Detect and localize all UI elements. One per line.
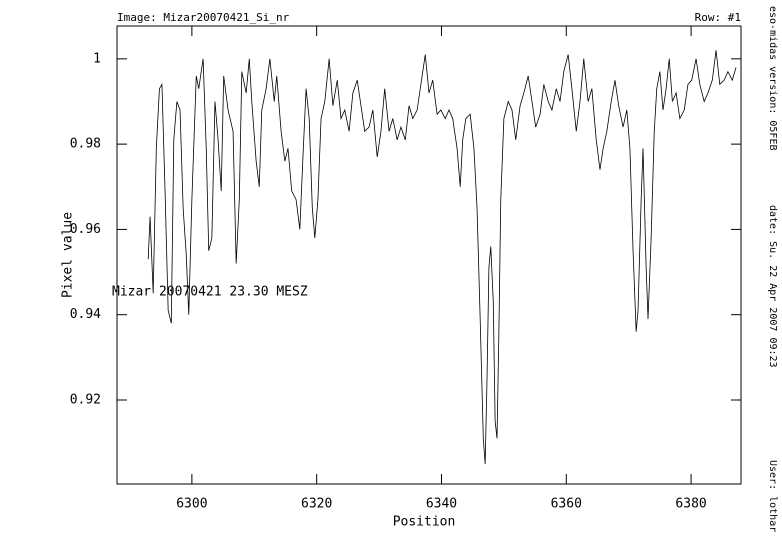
x-axis-label: Position <box>393 515 456 530</box>
spectrum-line <box>147 50 737 464</box>
y-axis-label: Pixel value <box>61 212 76 298</box>
header-left: Image: Mizar20070421_Si_nr <box>117 11 290 24</box>
side-text: date: Su. 22 Apr 2007 09:23 <box>767 205 778 368</box>
x-tick-label: 6360 <box>551 497 582 512</box>
plot-frame <box>116 25 742 485</box>
header-right: Row: #1 <box>695 11 741 24</box>
y-tick-label: 0.98 <box>70 137 101 152</box>
x-tick-label: 6380 <box>675 497 706 512</box>
y-tick-label: 0.92 <box>70 392 101 407</box>
side-text: eso-midas version: 05FEB <box>767 6 778 151</box>
x-tick-label: 6300 <box>176 497 207 512</box>
y-tick-label: 0.94 <box>70 307 101 322</box>
y-tick-label: 1 <box>93 51 101 66</box>
y-tick-label: 0.96 <box>70 222 101 237</box>
side-text: User: lothar <box>767 460 778 532</box>
annotation: Mizar 20070421 23.30 MESZ <box>112 285 308 300</box>
x-tick-label: 6340 <box>426 497 457 512</box>
x-tick-label: 6320 <box>301 497 332 512</box>
